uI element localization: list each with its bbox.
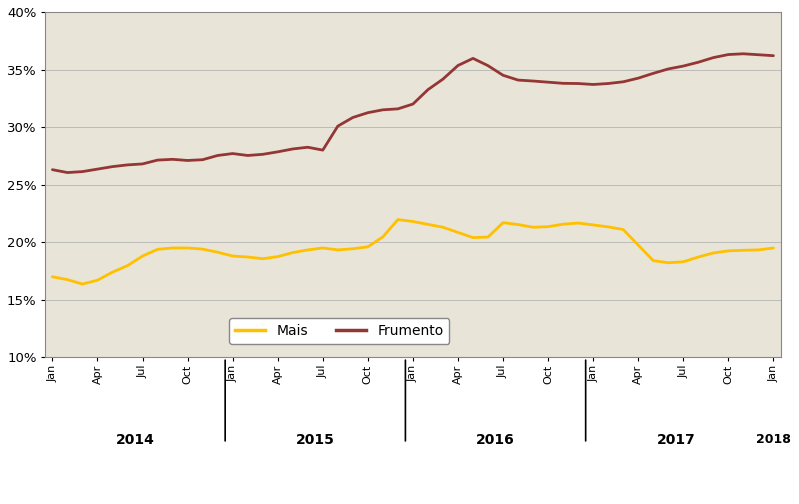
- Text: 2016: 2016: [476, 433, 515, 448]
- Text: 2018: 2018: [756, 433, 791, 447]
- Text: 2015: 2015: [296, 433, 335, 448]
- Text: 2017: 2017: [657, 433, 695, 448]
- Text: 2014: 2014: [116, 433, 154, 448]
- Legend: Mais, Frumento: Mais, Frumento: [229, 319, 449, 344]
